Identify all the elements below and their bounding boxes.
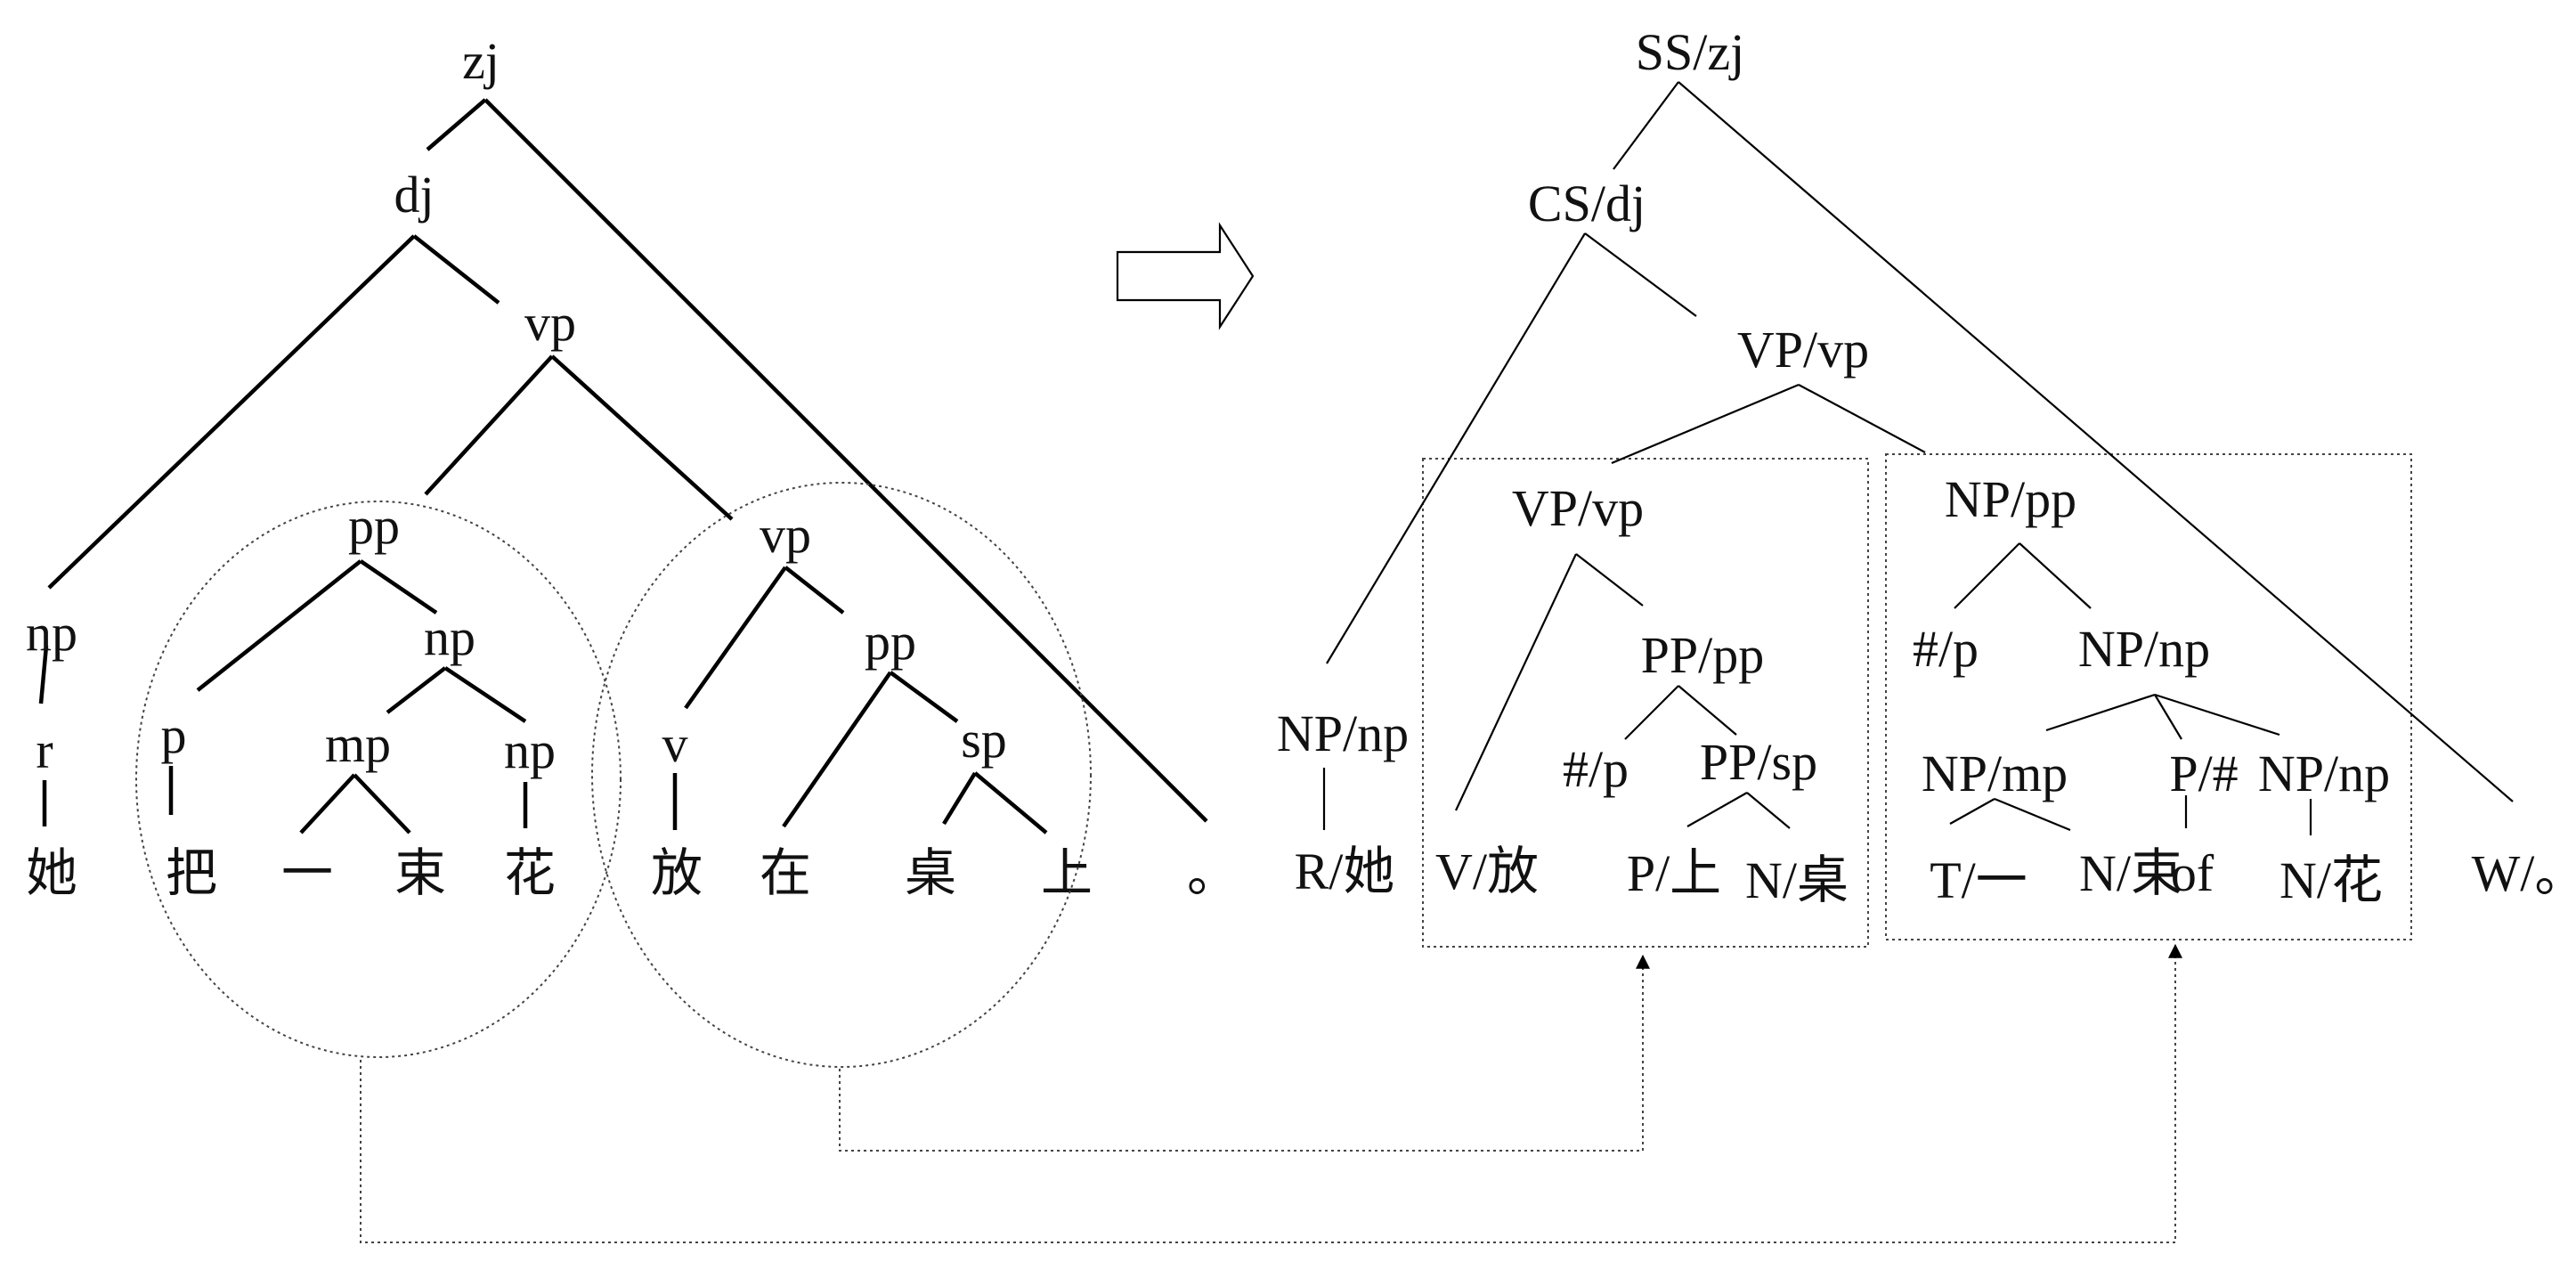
left-word: 桌 [905,844,956,902]
left-word: 她 [26,844,77,902]
left-node-np-3: np [504,721,556,779]
left-vp-ellipse [591,482,1092,1068]
right-leaf: P/上 [1627,844,1721,902]
left-tree-edges [38,98,1208,834]
left-groupings [135,482,1092,1068]
right-leaf: V/放 [1435,843,1539,900]
right-node-p-hash: P/# [2169,745,2238,802]
left-word: 花 [504,844,556,902]
right-np-box [1885,453,2412,940]
left-node-vp-2: vp [760,506,811,564]
left-word: 上 [1041,844,1093,902]
right-node-hash-p-2: #/p [1913,620,1979,678]
right-leaf: W/。 [2472,844,2576,902]
right-node-ss-zj: SS/zj [1636,23,1745,81]
right-node-pp-sp: PP/sp [1700,733,1817,791]
left-node-pp: pp [348,497,400,555]
right-node-np-np-2: NP/np [2078,620,2210,678]
right-node-np-np-3: NP/np [2258,745,2390,802]
left-word: 把 [166,844,217,902]
right-tree-leaves: R/她 V/放 P/上 N/桌 T/一 N/束 of N/花 W/。 [1295,843,2576,909]
right-node-np-mp: NP/mp [1922,745,2068,802]
right-tree-nodes: SS/zj CS/dj VP/vp VP/vp NP/pp NP/np PP/p… [1277,23,2390,802]
left-node-zj: zj [462,32,500,90]
left-pp-ellipse [135,501,622,1058]
left-word: 一 [281,844,333,902]
right-leaf: R/她 [1295,843,1395,900]
left-tree-words: 她 把 一 束 花 放 在 桌 上 。 [26,844,1239,902]
transform-arrow-icon [1116,222,1255,330]
right-leaf: T/一 [1930,851,2027,909]
left-node-np: np [26,604,77,662]
right-leaf: N/桌 [1745,851,1849,909]
right-node-vp-vp-2: VP/vp [1512,479,1644,537]
left-word: 在 [760,844,811,902]
left-tree-nodes: zj dj vp np r pp p np mp np vp v pp sp [26,32,1007,779]
right-leaf: N/束 [2079,844,2182,902]
left-node-np-2: np [424,608,475,666]
left-word: 放 [651,844,703,902]
right-node-hash-p: #/p [1563,740,1629,798]
right-node-cs-dj: CS/dj [1528,175,1646,232]
right-vp-box [1422,458,1869,948]
right-node-np-pp: NP/pp [1945,470,2076,528]
right-groupings [1422,453,2412,948]
right-leaf: N/花 [2279,851,2383,909]
vp-mapping-connector [839,954,1650,1152]
left-node-v: v [662,715,688,773]
left-node-dj: dj [394,166,434,224]
left-word: 。 [1187,844,1239,902]
left-node-pp-2: pp [865,613,916,671]
right-node-np-np: NP/np [1277,704,1409,762]
right-leaf: of [2171,844,2214,902]
right-node-pp-pp: PP/pp [1641,626,1765,684]
left-word: 束 [394,844,446,902]
np-mapping-connector [360,943,2182,1243]
left-node-p: p [161,706,187,764]
left-node-r: r [36,721,53,779]
mapping-connectors [360,943,2182,1243]
right-node-vp-vp: VP/vp [1737,321,1869,379]
left-node-sp: sp [961,711,1007,769]
right-tree-edges [1322,81,2514,835]
left-node-vp: vp [524,294,576,352]
left-node-mp: mp [325,715,391,773]
